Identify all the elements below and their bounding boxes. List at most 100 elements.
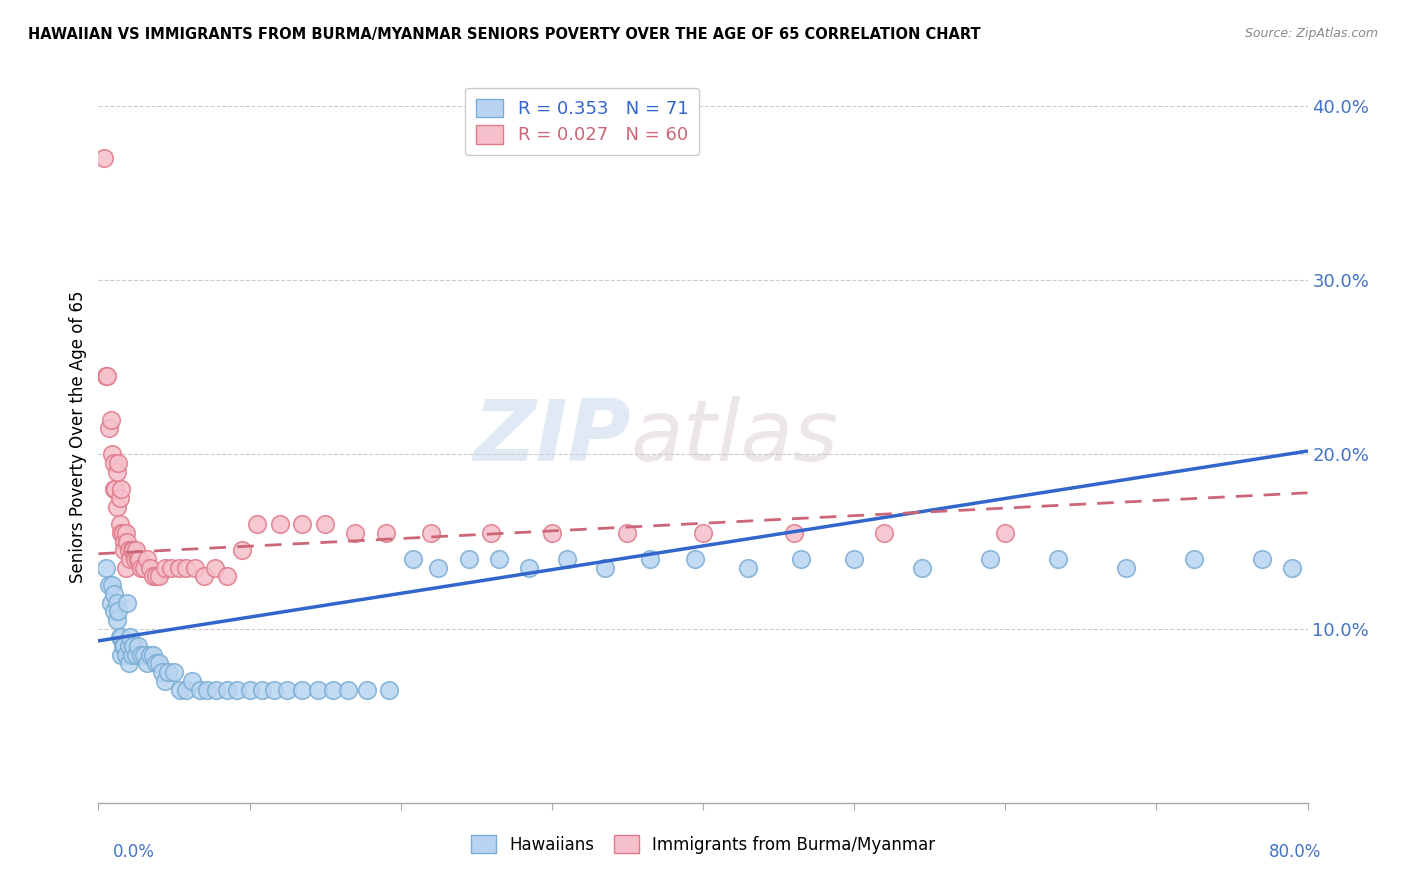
Point [979, 552, 1001, 566]
Point [103, 483, 125, 497]
Point [148, 657, 170, 671]
Point [322, 682, 344, 697]
Point [120, 631, 142, 645]
Point [291, 682, 314, 697]
Point [231, 543, 253, 558]
Point [122, 639, 145, 653]
Point [142, 569, 165, 583]
Point [377, 682, 399, 697]
Point [100, 595, 122, 609]
Point [239, 682, 262, 697]
Point [107, 456, 129, 470]
Point [124, 552, 146, 566]
Point [150, 665, 173, 680]
Point [737, 560, 759, 574]
Text: 0.0%: 0.0% [112, 843, 155, 861]
Point [540, 525, 562, 540]
Point [163, 665, 186, 680]
Point [873, 525, 896, 540]
Point [420, 525, 443, 540]
Point [1281, 560, 1303, 574]
Y-axis label: Seniors Poverty Over the Age of 65: Seniors Poverty Over the Age of 65 [69, 291, 87, 583]
Point [129, 560, 152, 574]
Point [103, 604, 125, 618]
Point [783, 525, 806, 540]
Point [481, 525, 503, 540]
Point [638, 552, 661, 566]
Point [115, 534, 138, 549]
Point [184, 560, 207, 574]
Point [205, 682, 228, 697]
Point [215, 569, 238, 583]
Point [174, 682, 197, 697]
Point [94, 560, 117, 574]
Point [127, 639, 149, 653]
Point [114, 560, 136, 574]
Point [127, 552, 149, 566]
Point [685, 552, 707, 566]
Point [132, 560, 155, 574]
Point [135, 657, 157, 671]
Point [1115, 560, 1137, 574]
Point [108, 517, 131, 532]
Point [314, 517, 336, 532]
Point [488, 552, 510, 566]
Point [263, 682, 285, 697]
Point [246, 517, 269, 532]
Point [994, 525, 1017, 540]
Point [125, 543, 148, 558]
Point [356, 682, 378, 697]
Point [188, 682, 211, 697]
Point [120, 552, 142, 566]
Point [139, 560, 162, 574]
Point [125, 648, 148, 662]
Point [291, 517, 314, 532]
Point [121, 648, 143, 662]
Point [129, 648, 152, 662]
Point [307, 682, 329, 697]
Point [911, 560, 934, 574]
Point [98, 421, 121, 435]
Point [118, 639, 141, 653]
Point [145, 657, 167, 671]
Point [790, 552, 813, 566]
Point [103, 456, 125, 470]
Text: HAWAIIAN VS IMMIGRANTS FROM BURMA/MYANMAR SENIORS POVERTY OVER THE AGE OF 65 COR: HAWAIIAN VS IMMIGRANTS FROM BURMA/MYANMA… [28, 27, 981, 42]
Point [112, 534, 135, 549]
Point [226, 682, 249, 697]
Point [1251, 552, 1274, 566]
Point [105, 465, 128, 479]
Point [121, 543, 143, 558]
Point [142, 648, 165, 662]
Point [96, 369, 118, 384]
Point [139, 648, 162, 662]
Point [128, 552, 150, 566]
Point [555, 552, 578, 566]
Point [103, 587, 125, 601]
Point [374, 525, 396, 540]
Point [100, 412, 122, 426]
Point [101, 448, 124, 462]
Point [174, 560, 197, 574]
Point [101, 578, 124, 592]
Point [118, 657, 141, 671]
Point [181, 673, 204, 688]
Point [167, 560, 190, 574]
Point [105, 595, 128, 609]
Point [193, 569, 215, 583]
Point [215, 682, 238, 697]
Point [105, 500, 128, 514]
Point [402, 552, 425, 566]
Point [122, 543, 145, 558]
Text: Source: ZipAtlas.com: Source: ZipAtlas.com [1244, 27, 1378, 40]
Point [148, 569, 170, 583]
Point [107, 604, 129, 618]
Point [110, 483, 132, 497]
Point [94, 369, 117, 384]
Point [105, 613, 128, 627]
Point [110, 631, 132, 645]
Point [1182, 552, 1205, 566]
Point [145, 569, 167, 583]
Point [195, 682, 218, 697]
Point [111, 525, 134, 540]
